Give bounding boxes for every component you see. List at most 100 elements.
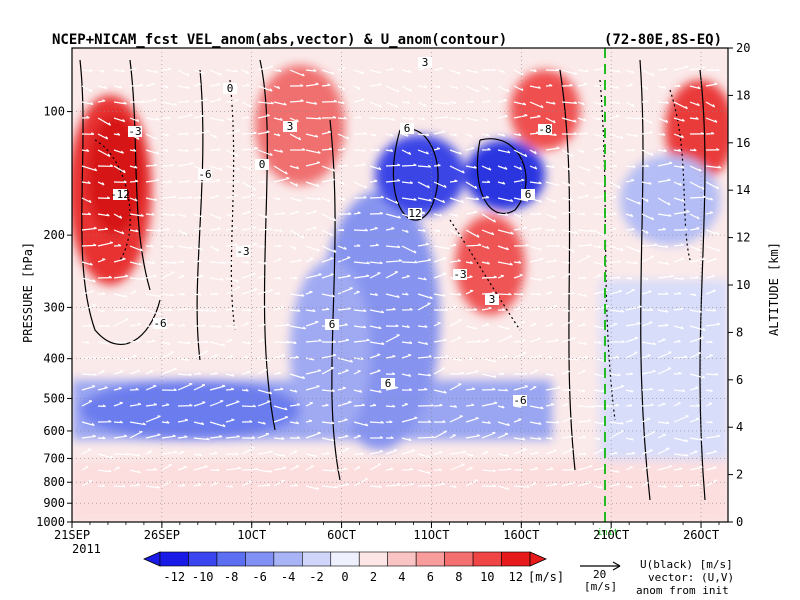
wind-vector-head: [523, 102, 527, 106]
wind-vector-head: [487, 99, 491, 103]
wind-vector-head: [296, 119, 299, 123]
wind-vector-head: [88, 323, 92, 327]
wind-vector-head: [556, 420, 560, 424]
wind-vector-head: [104, 227, 109, 230]
wind-vector-head: [519, 274, 523, 276]
wind-vector: [449, 197, 464, 204]
wind-vector: [577, 436, 586, 439]
wind-vector-head: [588, 243, 592, 246]
wind-vector: [449, 451, 466, 455]
pressure-tick-label: 600: [43, 424, 65, 438]
wind-vector: [577, 117, 587, 122]
wind-vector: [545, 373, 554, 377]
wind-vector-head: [583, 118, 587, 122]
wind-vector-head: [186, 179, 190, 182]
wind-vector: [353, 181, 367, 189]
wind-vector-head: [334, 485, 338, 489]
wind-vector: [481, 276, 497, 279]
wind-vector: [113, 341, 127, 344]
wind-vector-head: [540, 104, 544, 109]
wind-vector: [465, 229, 480, 238]
wind-vector: [145, 133, 158, 141]
wind-vector-head: [574, 132, 578, 135]
altitude-tick-label: 8: [736, 325, 743, 339]
wind-vector-head: [696, 403, 700, 407]
wind-vector-head: [457, 71, 461, 75]
wind-vector-head: [522, 437, 526, 441]
wind-vector-head: [142, 422, 146, 426]
date-tick-label: 21OCT: [593, 528, 629, 542]
wind-vector-head: [648, 181, 652, 185]
contour-label: 6: [385, 377, 392, 390]
wind-vector: [225, 227, 238, 231]
wind-vector: [465, 147, 475, 151]
wind-vector-head: [474, 326, 478, 330]
wind-vector-head: [346, 136, 350, 140]
wind-vector: [385, 85, 400, 93]
wind-vector: [401, 149, 411, 156]
wind-vector-head: [198, 483, 202, 486]
wind-vector-head: [666, 421, 670, 424]
wind-vector-head: [230, 117, 233, 121]
wind-vector: [465, 370, 479, 375]
wind-vector-head: [709, 388, 713, 392]
wind-vector-head: [166, 403, 170, 406]
wind-vector-head: [552, 101, 556, 105]
wind-vector-head: [718, 165, 722, 169]
wind-vector-head: [569, 435, 573, 438]
wind-vector-head: [364, 185, 368, 189]
wind-vector: [609, 245, 624, 252]
wind-vector: [529, 85, 541, 89]
wind-vector: [209, 482, 219, 487]
wind-vector-head: [617, 101, 621, 104]
wind-vector: [305, 273, 322, 279]
wind-vector-head: [408, 151, 412, 155]
wind-vector-head: [637, 249, 641, 253]
wind-vector-head: [426, 133, 430, 136]
wind-vector: [465, 211, 478, 215]
pressure-tick-label: 1000: [36, 515, 65, 529]
wind-vector-head: [620, 136, 624, 140]
wind-vector-head: [325, 403, 329, 406]
wind-vector-head: [443, 338, 448, 341]
wind-vector: [577, 165, 591, 172]
wind-vector-head: [181, 260, 185, 263]
wind-vector-head: [425, 242, 429, 245]
wind-vector-head: [649, 387, 653, 390]
wind-vector-head: [521, 71, 524, 76]
wind-vector-head: [649, 449, 653, 451]
wind-vector-head: [620, 247, 624, 251]
wind-vector-head: [665, 323, 669, 326]
wind-vector: [545, 260, 557, 263]
wind-vector-head: [200, 274, 204, 277]
wind-vector-head: [266, 130, 270, 133]
wind-vector-head: [662, 402, 666, 405]
wind-vector-head: [123, 180, 127, 183]
wind-vector-head: [218, 324, 222, 328]
wind-vector: [673, 211, 690, 215]
wind-vector: [641, 117, 653, 125]
wind-vector-head: [566, 260, 570, 264]
wind-vector: [433, 293, 446, 297]
wind-vector-head: [697, 247, 701, 252]
contour-label: 6: [329, 318, 336, 331]
wind-vector: [337, 401, 352, 407]
wind-vector: [657, 351, 672, 359]
wind-vector: [657, 367, 672, 375]
wind-vector-head: [634, 261, 638, 265]
wind-vector-head: [663, 149, 667, 152]
wind-vector: [305, 453, 317, 458]
wind-vector-head: [508, 292, 512, 296]
wind-vector: [673, 415, 689, 423]
wind-vector-head: [233, 324, 238, 328]
wind-vector-head: [249, 419, 253, 423]
wind-vector: [657, 197, 671, 206]
wind-vector-head: [332, 353, 337, 356]
wind-vector-head: [217, 82, 221, 85]
wind-vector: [337, 468, 348, 471]
wind-vector-head: [347, 274, 351, 277]
wind-vector-head: [716, 185, 720, 190]
wind-vector-head: [506, 88, 510, 93]
wind-vector-head: [168, 180, 172, 183]
wind-vector-head: [458, 117, 462, 120]
